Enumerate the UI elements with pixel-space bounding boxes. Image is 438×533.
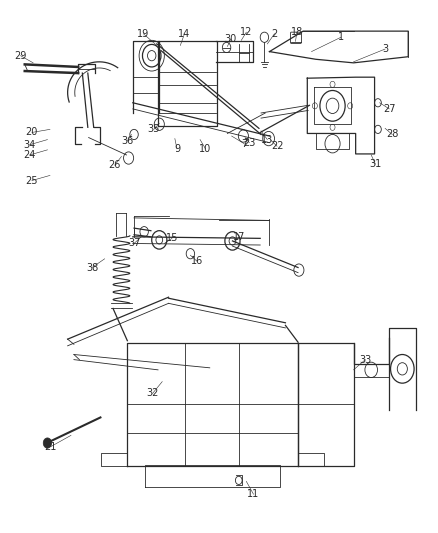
Text: 29: 29	[14, 51, 27, 61]
Text: 2: 2	[272, 29, 278, 39]
Text: 17: 17	[233, 232, 245, 242]
Text: 36: 36	[121, 136, 134, 146]
Text: 25: 25	[26, 175, 38, 185]
Text: 22: 22	[271, 141, 283, 151]
Text: 3: 3	[382, 44, 388, 54]
Text: 33: 33	[359, 354, 371, 365]
Text: 19: 19	[137, 29, 149, 39]
Circle shape	[43, 438, 52, 448]
Text: 34: 34	[24, 140, 36, 150]
Text: 14: 14	[178, 29, 191, 39]
Text: 21: 21	[45, 442, 57, 451]
Text: 11: 11	[247, 489, 260, 499]
Text: 7: 7	[241, 139, 247, 149]
Text: 20: 20	[26, 127, 38, 138]
Text: 31: 31	[369, 159, 381, 169]
Text: 30: 30	[225, 34, 237, 44]
Text: 26: 26	[109, 160, 121, 170]
Text: 15: 15	[166, 233, 178, 244]
Text: 12: 12	[240, 27, 253, 37]
Text: 28: 28	[386, 130, 399, 140]
Text: 27: 27	[383, 104, 396, 114]
Text: 1: 1	[338, 33, 344, 42]
Text: 24: 24	[24, 150, 36, 160]
Text: 35: 35	[148, 124, 160, 134]
Text: 38: 38	[86, 263, 98, 272]
Text: 9: 9	[174, 144, 180, 154]
Text: 13: 13	[261, 135, 273, 144]
Text: 10: 10	[199, 144, 212, 154]
Text: 16: 16	[191, 256, 203, 266]
Text: 37: 37	[128, 238, 140, 248]
Text: 32: 32	[146, 389, 159, 398]
Text: 18: 18	[291, 27, 303, 37]
Text: 23: 23	[243, 138, 255, 148]
